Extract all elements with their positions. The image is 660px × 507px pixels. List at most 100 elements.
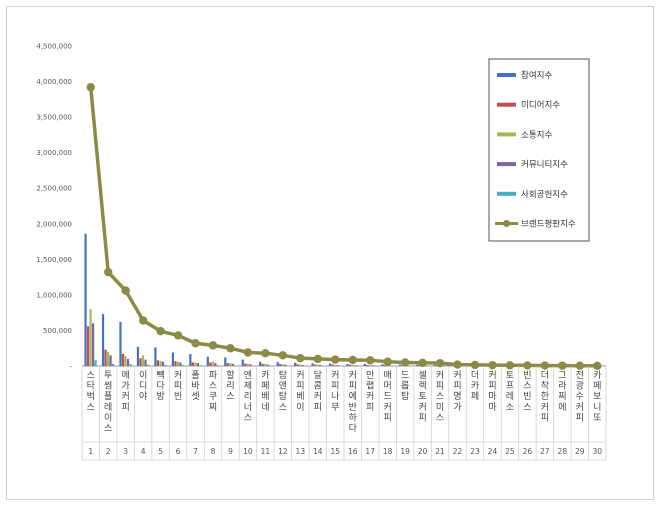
x-rank-label: 8 bbox=[211, 447, 216, 456]
x-rank-label: 23 bbox=[470, 447, 480, 456]
y-tick-label: 2,000,000 bbox=[36, 220, 72, 228]
bar bbox=[101, 314, 105, 366]
series-point bbox=[138, 316, 148, 325]
y-tick-label: 500,000 bbox=[43, 327, 72, 335]
x-rank-label: 11 bbox=[261, 447, 271, 456]
legend-label: 미디어지수 bbox=[521, 100, 560, 111]
bar bbox=[141, 355, 145, 366]
bar bbox=[84, 233, 87, 366]
bar bbox=[86, 326, 90, 366]
bar bbox=[226, 363, 229, 366]
bar bbox=[156, 360, 160, 366]
series-point bbox=[453, 360, 462, 369]
series-point bbox=[558, 361, 567, 370]
bar bbox=[154, 347, 157, 366]
series-point bbox=[505, 361, 515, 370]
bar bbox=[121, 353, 125, 366]
series-point bbox=[104, 267, 113, 277]
bar bbox=[351, 364, 354, 366]
bar bbox=[346, 363, 349, 366]
bar bbox=[109, 355, 112, 366]
bar bbox=[111, 363, 115, 366]
bar bbox=[129, 364, 132, 366]
bar bbox=[381, 364, 384, 366]
bar bbox=[296, 364, 299, 366]
series-point bbox=[331, 355, 340, 364]
bar bbox=[159, 361, 162, 366]
x-rank-label: 7 bbox=[193, 447, 198, 456]
legend-swatch bbox=[497, 191, 516, 196]
bar bbox=[363, 363, 367, 366]
series-point bbox=[173, 331, 183, 340]
x-rank-label: 2 bbox=[106, 447, 111, 456]
bar bbox=[174, 361, 177, 366]
x-rank-label: 26 bbox=[523, 447, 533, 456]
bar bbox=[331, 364, 334, 366]
series-point bbox=[243, 348, 253, 357]
bar bbox=[91, 323, 95, 366]
x-rank-label: 10 bbox=[243, 447, 253, 456]
y-tick-label: 3,000,000 bbox=[36, 149, 72, 157]
legend-label: 브랜드평판지수 bbox=[521, 219, 576, 230]
bar bbox=[366, 364, 369, 366]
series-point bbox=[400, 358, 410, 367]
series-point bbox=[470, 360, 480, 370]
bar bbox=[214, 363, 217, 366]
x-rank-label: 21 bbox=[435, 447, 445, 456]
series-point bbox=[156, 326, 165, 336]
x-rank-label: 27 bbox=[540, 447, 550, 456]
bar bbox=[383, 365, 387, 366]
x-rank-label: 29 bbox=[575, 447, 585, 456]
bar bbox=[199, 365, 202, 366]
bar bbox=[328, 363, 332, 366]
bar bbox=[194, 362, 197, 366]
bar bbox=[179, 362, 182, 366]
bar bbox=[224, 357, 227, 366]
bar bbox=[196, 363, 200, 366]
series-point bbox=[208, 341, 218, 350]
legend-swatch bbox=[497, 102, 516, 107]
legend-box bbox=[488, 58, 590, 242]
series-point bbox=[593, 361, 602, 370]
bar bbox=[299, 364, 302, 366]
bar bbox=[126, 358, 130, 366]
bar bbox=[176, 361, 180, 366]
bar bbox=[353, 365, 357, 366]
series-point bbox=[383, 357, 392, 366]
x-rank-label: 14 bbox=[313, 447, 323, 456]
x-rank-label: 5 bbox=[158, 447, 163, 456]
bar bbox=[216, 365, 219, 366]
bar bbox=[416, 364, 419, 366]
bar bbox=[319, 364, 322, 366]
series-point bbox=[296, 353, 305, 363]
bar bbox=[146, 364, 150, 366]
bar bbox=[246, 363, 249, 366]
legend-label: 소통지수 bbox=[521, 130, 552, 140]
x-rank-label: 28 bbox=[558, 447, 568, 456]
bar bbox=[244, 363, 247, 366]
bar bbox=[259, 361, 262, 366]
bar bbox=[211, 361, 214, 366]
bar bbox=[294, 362, 297, 366]
bar bbox=[161, 361, 165, 366]
y-tick-label: 4,500,000 bbox=[36, 43, 72, 51]
